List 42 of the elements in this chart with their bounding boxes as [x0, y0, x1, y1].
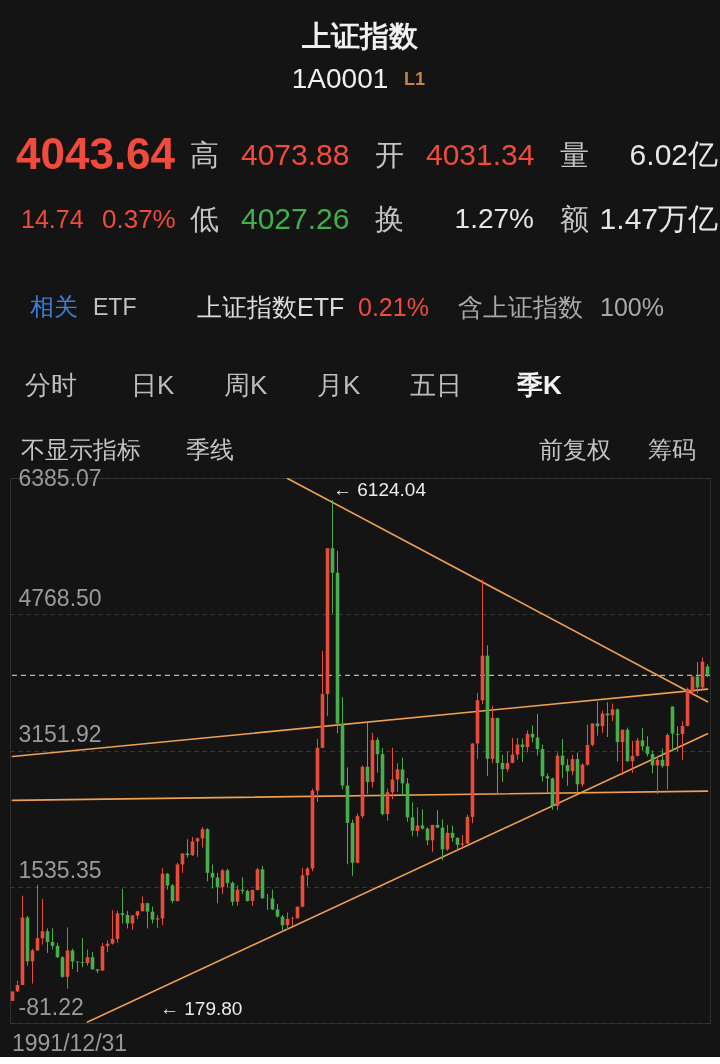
text: 14.74 [21, 205, 84, 233]
text: 换 [375, 203, 404, 235]
text: 开 [375, 139, 404, 171]
text: 分时 [25, 370, 77, 400]
text: 上证指数 [301, 20, 419, 52]
text: 1.47万亿 [599, 202, 718, 235]
text: 1A0001 [291, 63, 389, 94]
text: 五日 [410, 370, 462, 400]
annotation: ← 6124.04 [333, 479, 427, 500]
annotation: ← 179.80 [160, 998, 243, 1019]
text: 含上证指数 [458, 293, 583, 321]
text: 不显示指标 [21, 436, 141, 463]
y-tick-label: 3151.92 [18, 721, 102, 747]
text: 1.27% [454, 203, 534, 234]
text: 低 [190, 203, 219, 235]
text: 0.21% [358, 293, 429, 321]
text: ETF [93, 294, 137, 320]
text: 额 [560, 203, 589, 235]
text: 100% [600, 293, 664, 321]
text: 4073.88 [241, 138, 350, 171]
text: 0.37% [102, 204, 176, 234]
text: 相关 [30, 293, 78, 320]
text: 季线 [186, 436, 234, 463]
text: 4027.26 [241, 202, 350, 235]
text: 日K [131, 370, 175, 400]
y-tick-label: -81.22 [18, 993, 84, 1020]
text: 前复权 [539, 436, 611, 463]
y-tick-label: 4768.50 [18, 584, 102, 611]
text: 4031.34 [426, 138, 535, 171]
text: 1991/12/31 [12, 1030, 128, 1056]
y-tick-label: 1535.35 [18, 857, 102, 884]
text: 季K [516, 370, 562, 400]
text: 6.02亿 [629, 138, 718, 171]
text: 量 [560, 139, 589, 171]
text: 高 [190, 139, 219, 171]
text: 4043.64 [16, 129, 176, 178]
text: 筹码 [648, 436, 696, 463]
y-tick-label: 6385.07 [18, 464, 102, 491]
text: 月K [317, 370, 361, 400]
text: 上证指数ETF [197, 293, 345, 321]
text: 周K [224, 370, 268, 400]
text: L1 [404, 69, 426, 89]
